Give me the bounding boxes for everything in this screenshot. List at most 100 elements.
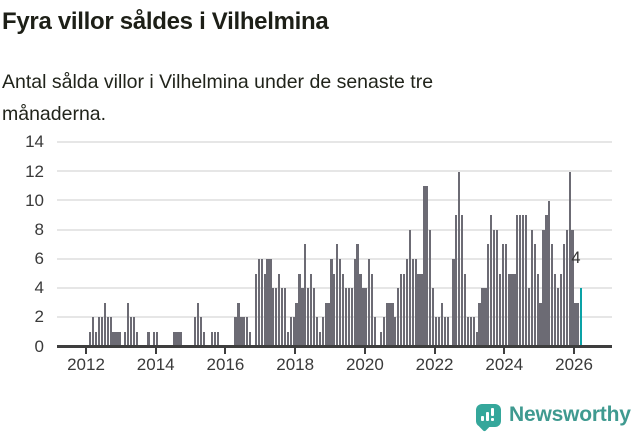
bar [298,273,301,347]
bar [301,288,304,347]
bar [341,273,345,347]
newsworthy-icon [476,403,501,432]
bar [440,302,443,347]
bar-current [580,288,583,347]
bar [246,317,249,347]
bar [501,244,504,347]
bar [493,229,496,347]
x-axis-tick [503,348,506,354]
chart-plot: 0 2 4 6 8 10 12 14 2012 2014 2016 2018 2020 2022 2024 2… [25,132,612,374]
bar [193,317,197,347]
bar [554,273,557,347]
bar [484,288,487,347]
bar [385,302,388,347]
bar [394,317,397,347]
newsworthy-wordmark: Newsworthy [509,403,631,426]
bar [109,317,112,347]
bar [92,317,95,347]
bar [562,244,565,347]
bar [527,288,531,347]
bar [487,244,490,347]
bar [490,215,493,347]
bar [347,288,350,347]
bar [481,288,484,347]
bar [539,302,542,347]
bar [333,273,336,347]
bar [452,259,455,347]
bar [356,244,359,347]
bar [214,331,217,347]
bar [559,273,563,347]
x-axis-line [57,345,612,348]
bar [571,229,574,347]
bar [446,317,449,347]
bar [405,259,409,347]
bar [147,331,150,347]
bar [324,302,327,347]
bar [402,273,406,347]
y-tick-label: 2 [34,307,44,327]
bar [106,317,109,347]
bar [129,317,133,347]
bar [292,317,295,347]
bar [330,259,333,347]
bar [173,331,176,347]
grid-line [57,257,612,260]
bar [577,302,580,347]
bar [574,302,577,347]
grid-line [57,170,612,173]
bar [472,317,475,347]
bar [289,317,292,347]
bar [266,259,269,347]
bar [135,331,138,347]
bar [524,215,528,347]
bar [100,317,104,347]
bar [126,302,130,347]
bar [414,259,417,347]
bar [280,288,284,347]
bar [504,244,507,347]
bar [455,215,458,347]
bar [196,302,199,347]
bar [379,331,382,347]
bar [382,317,385,347]
bar [321,317,324,347]
bar [283,288,287,347]
bar [257,259,260,347]
bar [469,317,472,347]
bar [530,229,533,347]
y-tick-label: 0 [34,336,44,356]
bar [156,331,159,347]
bar [429,229,432,347]
bar [516,215,519,347]
bar [286,331,289,347]
bar [95,331,98,347]
bar [370,273,374,347]
x-axis-tick [154,348,157,354]
x-tick-label: 2026 [555,355,593,374]
bar [124,331,127,347]
bar [327,302,330,347]
bar [507,273,510,347]
bar [112,331,115,347]
bar [478,302,481,347]
bar [234,317,237,347]
bar [426,186,429,347]
bar [176,331,179,347]
bar [254,273,258,347]
x-axis-tick [573,348,576,354]
bar [498,273,502,347]
bar [237,302,240,347]
bar [248,331,252,347]
bar [556,288,560,347]
bar [431,288,435,347]
x-tick-label: 2022 [415,355,454,374]
bar [353,259,356,347]
bar [336,244,339,347]
bar [318,331,321,347]
y-tick-label: 12 [25,161,44,181]
bar [461,215,464,347]
bar [278,273,281,347]
x-tick-label: 2012 [67,355,105,374]
bar [179,331,182,347]
